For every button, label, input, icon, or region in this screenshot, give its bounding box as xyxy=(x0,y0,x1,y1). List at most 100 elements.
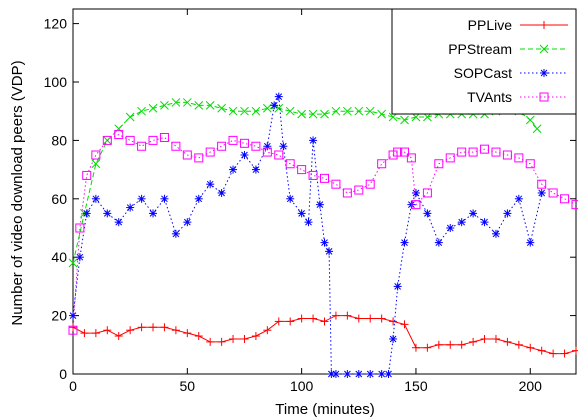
pplive-point xyxy=(400,320,409,329)
series-pplive xyxy=(69,311,578,358)
tvants-point xyxy=(320,173,329,183)
ppstream-point xyxy=(365,106,375,116)
y-tick-label: 60 xyxy=(51,191,67,207)
sopcast-point xyxy=(309,136,318,145)
sopcast-point xyxy=(331,370,340,378)
sopcast-point xyxy=(491,229,500,238)
sopcast-line xyxy=(72,94,543,375)
tvants-point xyxy=(217,141,227,151)
pplive-point xyxy=(354,314,363,323)
tvants-point xyxy=(537,179,547,189)
legend-marker xyxy=(539,44,549,54)
series-tvants xyxy=(68,130,578,335)
sopcast-point xyxy=(149,209,158,218)
sopcast-point xyxy=(315,200,324,209)
tvants-point xyxy=(285,159,295,169)
sopcast-point xyxy=(217,188,226,197)
tvants-point xyxy=(525,159,535,169)
ppstream-point xyxy=(343,106,352,116)
tvants-point xyxy=(102,135,112,145)
x-tick-label: 0 xyxy=(69,378,77,394)
pplive-point xyxy=(194,332,203,341)
tvants-point xyxy=(377,159,387,169)
sopcast-point xyxy=(343,370,352,378)
ppstream-line xyxy=(72,101,538,264)
tvants-point xyxy=(75,223,85,233)
tvants-point xyxy=(159,132,169,142)
sopcast-point xyxy=(114,218,123,227)
sopcast-point xyxy=(377,370,386,378)
pplive-point xyxy=(389,317,398,326)
sopcast-point xyxy=(514,194,523,203)
tvants-point xyxy=(68,325,78,335)
legend-entry-ppstream: PPStream xyxy=(448,41,568,57)
ppstream-point xyxy=(182,98,192,107)
sopcast-point xyxy=(366,370,375,378)
sopcast-point xyxy=(103,209,112,218)
legend-entry-sopcast: SOPCast xyxy=(454,65,568,81)
tvants-point xyxy=(171,141,181,151)
sopcast-point xyxy=(393,282,402,291)
sopcast-point xyxy=(279,142,288,151)
pplive-point xyxy=(366,314,375,323)
sopcast-point xyxy=(411,188,420,197)
sopcast-point xyxy=(183,218,192,227)
legend-label: PPLive xyxy=(468,17,513,33)
sopcast-point xyxy=(206,180,215,189)
sopcast-point xyxy=(75,253,84,262)
ppstream-point xyxy=(251,106,261,116)
ppstream-point xyxy=(525,115,535,125)
legend-label: PPStream xyxy=(448,41,512,57)
sopcast-point xyxy=(297,209,306,218)
ppstream-point xyxy=(320,109,329,119)
ppstream-point xyxy=(308,109,318,119)
y-tick-label: 40 xyxy=(51,249,67,265)
ppstream-point xyxy=(137,106,146,116)
tvants-point xyxy=(114,130,124,140)
pplive-point xyxy=(514,340,523,349)
sopcast-point xyxy=(270,101,279,110)
plot-frame xyxy=(72,8,577,375)
tvants-point xyxy=(491,147,501,157)
series-sopcast xyxy=(69,92,546,378)
sopcast-point xyxy=(407,200,416,209)
pplive-point xyxy=(560,349,569,358)
tvants-point xyxy=(514,153,524,163)
tvants-point xyxy=(406,153,416,163)
pplive-point xyxy=(469,337,478,346)
sopcast-point xyxy=(320,238,329,247)
pplive-point xyxy=(423,343,432,352)
ppstream-point xyxy=(240,106,249,116)
ppstream-point xyxy=(171,98,181,107)
x-tick-label: 50 xyxy=(180,378,196,394)
tvants-point xyxy=(251,141,261,151)
tvants-point xyxy=(468,147,478,157)
tvants-point xyxy=(342,188,352,198)
sopcast-point xyxy=(229,165,238,174)
sopcast-point xyxy=(126,203,135,212)
legend-marker xyxy=(540,69,548,77)
pplive-point xyxy=(217,337,226,346)
pplive-point xyxy=(309,314,318,323)
sopcast-point xyxy=(91,194,100,203)
tvants-point xyxy=(228,135,238,145)
legend-label: SOPCast xyxy=(454,65,512,81)
ppstream-point xyxy=(400,115,409,125)
legend-entry-tvants: TVAnts xyxy=(467,89,568,105)
sopcast-point xyxy=(194,194,203,203)
y-tick-label: 120 xyxy=(44,16,68,32)
sopcast-point xyxy=(384,370,393,378)
pplive-point xyxy=(183,329,192,338)
pplive-point xyxy=(446,340,455,349)
tvants-point xyxy=(148,135,158,145)
sopcast-point xyxy=(82,209,91,218)
pplive-point xyxy=(80,329,89,338)
sopcast-point xyxy=(263,142,272,151)
sopcast-point xyxy=(446,224,455,232)
legend-marker xyxy=(540,21,548,29)
legend-entry-pplive: PPLive xyxy=(468,17,568,33)
ppstream-point xyxy=(125,112,135,122)
pplive-point xyxy=(149,323,158,332)
tvants-point xyxy=(457,147,467,157)
